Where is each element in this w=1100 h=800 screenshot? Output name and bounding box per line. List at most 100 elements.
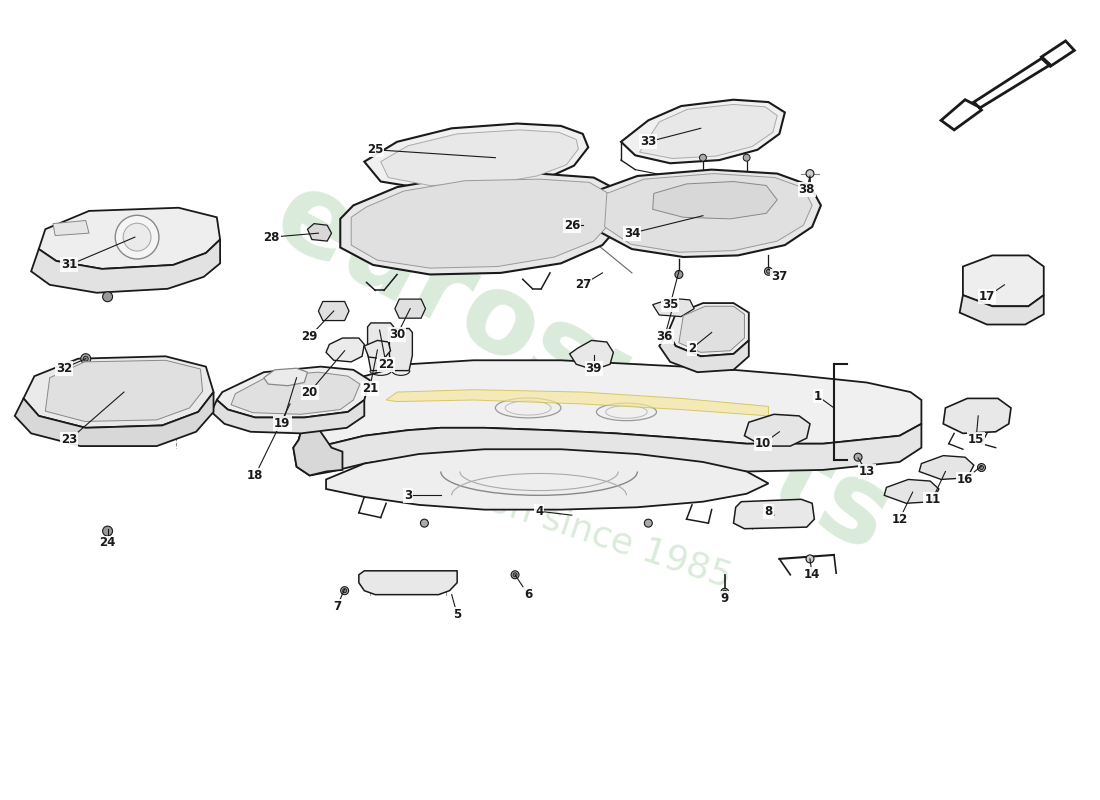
Polygon shape (386, 390, 769, 416)
Polygon shape (652, 182, 778, 219)
Polygon shape (668, 303, 749, 356)
Polygon shape (294, 400, 342, 475)
Text: 25: 25 (367, 143, 384, 156)
Polygon shape (920, 456, 974, 479)
Polygon shape (679, 306, 745, 352)
Polygon shape (231, 372, 360, 414)
Circle shape (373, 346, 382, 354)
Text: 8: 8 (764, 505, 772, 518)
Text: 1: 1 (814, 390, 822, 402)
Text: 32: 32 (56, 362, 72, 374)
Circle shape (764, 267, 772, 275)
Text: 24: 24 (99, 537, 116, 550)
Text: 28: 28 (263, 230, 279, 244)
Polygon shape (294, 400, 922, 475)
Polygon shape (299, 360, 922, 448)
Circle shape (512, 571, 519, 578)
Polygon shape (621, 100, 785, 163)
Circle shape (116, 215, 158, 259)
Text: 39: 39 (585, 362, 602, 374)
Circle shape (806, 170, 814, 178)
Text: 4: 4 (535, 505, 543, 518)
Polygon shape (942, 41, 1075, 130)
Polygon shape (962, 255, 1044, 306)
Circle shape (720, 588, 728, 596)
Polygon shape (211, 400, 364, 434)
Polygon shape (389, 329, 412, 370)
Polygon shape (395, 299, 426, 318)
Polygon shape (745, 414, 810, 446)
Circle shape (343, 589, 346, 593)
Text: 27: 27 (574, 278, 591, 291)
Text: 17: 17 (979, 290, 996, 303)
Text: 26: 26 (563, 218, 580, 232)
Text: 30: 30 (389, 328, 405, 342)
Polygon shape (340, 174, 622, 274)
Circle shape (102, 292, 112, 302)
Circle shape (675, 270, 683, 278)
Circle shape (513, 573, 517, 577)
Polygon shape (351, 179, 612, 268)
Polygon shape (367, 323, 394, 370)
Polygon shape (45, 360, 202, 422)
Polygon shape (639, 105, 778, 158)
Text: 35: 35 (662, 298, 679, 311)
Text: 36: 36 (657, 330, 673, 343)
Polygon shape (14, 392, 213, 446)
Text: 7: 7 (333, 600, 341, 613)
Polygon shape (23, 356, 213, 428)
Text: 19: 19 (274, 418, 290, 430)
Polygon shape (943, 398, 1011, 434)
Circle shape (586, 350, 596, 360)
Text: 16: 16 (957, 473, 974, 486)
Text: 29: 29 (301, 330, 318, 343)
Text: 13: 13 (859, 465, 874, 478)
Polygon shape (364, 341, 390, 358)
Circle shape (84, 356, 88, 361)
Polygon shape (734, 499, 814, 529)
Polygon shape (264, 368, 308, 386)
Polygon shape (326, 338, 364, 362)
Circle shape (102, 526, 112, 536)
Polygon shape (364, 123, 588, 190)
Text: 21: 21 (362, 382, 378, 394)
Polygon shape (318, 302, 349, 321)
Circle shape (978, 463, 986, 471)
Polygon shape (381, 130, 579, 186)
Circle shape (341, 586, 349, 594)
Polygon shape (359, 571, 458, 594)
Polygon shape (326, 450, 769, 510)
Text: 11: 11 (924, 493, 940, 506)
Text: 18: 18 (246, 469, 263, 482)
Circle shape (854, 454, 862, 461)
Text: 33: 33 (640, 135, 657, 148)
Polygon shape (31, 239, 220, 293)
Polygon shape (959, 295, 1044, 325)
Polygon shape (308, 224, 331, 241)
Circle shape (723, 590, 727, 594)
Circle shape (80, 354, 90, 364)
Text: 15: 15 (968, 434, 984, 446)
Polygon shape (39, 208, 220, 269)
Circle shape (123, 223, 151, 251)
Polygon shape (652, 298, 694, 317)
Circle shape (979, 466, 983, 470)
Text: 23: 23 (62, 434, 77, 446)
Circle shape (744, 154, 750, 161)
Circle shape (645, 519, 652, 527)
Text: 6: 6 (524, 588, 532, 601)
Polygon shape (605, 174, 812, 252)
Circle shape (316, 230, 321, 236)
Polygon shape (53, 221, 89, 235)
Polygon shape (884, 479, 939, 503)
Circle shape (767, 270, 770, 274)
Text: eurosports: eurosports (256, 161, 909, 575)
Text: 37: 37 (771, 270, 788, 283)
Text: 12: 12 (891, 513, 908, 526)
Text: 38: 38 (799, 183, 815, 196)
Text: 31: 31 (62, 258, 77, 271)
Text: a passion since 1985: a passion since 1985 (364, 444, 736, 594)
Text: 14: 14 (804, 568, 821, 582)
Text: 34: 34 (624, 226, 640, 240)
Text: 10: 10 (755, 437, 771, 450)
